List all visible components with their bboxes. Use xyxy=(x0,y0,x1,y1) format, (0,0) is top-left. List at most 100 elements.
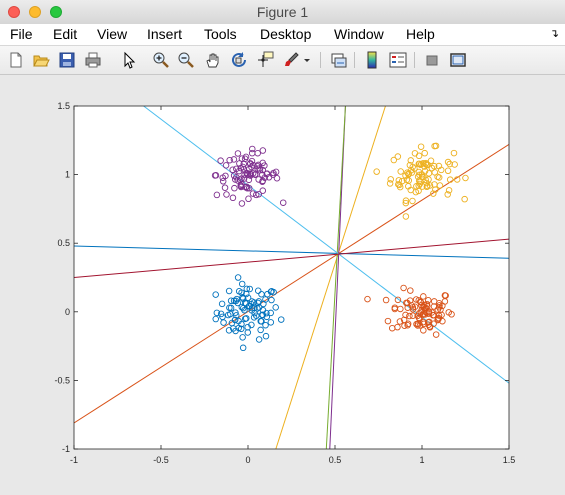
data-point-cluster-1 xyxy=(239,294,246,301)
data-point-cluster-3 xyxy=(405,171,412,178)
data-point-cluster-2 xyxy=(437,306,444,313)
data-point-cluster-2 xyxy=(409,304,417,311)
data-point-cluster-3 xyxy=(397,168,404,175)
data-point-cluster-1 xyxy=(227,297,235,305)
new-figure-icon[interactable] xyxy=(7,51,25,69)
data-point-cluster-4 xyxy=(263,170,271,177)
data-point-cluster-3 xyxy=(395,177,403,184)
separator-line-1 xyxy=(74,245,509,259)
data-point-cluster-4 xyxy=(256,166,264,174)
data-point-cluster-1 xyxy=(238,320,245,328)
figure-canvas: -1 -0.5 0 0.5 1 1.5 -1 -0.5 0 0.5 1 1.5 xyxy=(0,75,565,490)
data-cursor-icon[interactable] xyxy=(256,51,274,69)
data-point-cluster-1 xyxy=(267,319,275,326)
menu-tools[interactable]: Tools xyxy=(204,26,237,42)
data-point-cluster-2 xyxy=(401,322,408,330)
toolbar-separator xyxy=(414,52,415,68)
x-tick-label: 0 xyxy=(245,455,250,465)
data-point-cluster-4 xyxy=(240,175,248,182)
maximize-window-button[interactable] xyxy=(50,6,62,18)
rotate-3d-icon[interactable] xyxy=(230,51,248,69)
insert-legend-icon[interactable] xyxy=(389,51,407,69)
data-point-cluster-2 xyxy=(415,297,422,304)
data-point-cluster-4 xyxy=(211,172,219,179)
data-point-cluster-3 xyxy=(436,182,444,189)
data-point-cluster-4 xyxy=(235,167,243,175)
data-point-cluster-3 xyxy=(434,173,441,180)
data-point-cluster-4 xyxy=(259,187,267,194)
data-point-cluster-3 xyxy=(450,149,458,157)
menu-window[interactable]: Window xyxy=(334,26,384,42)
brush-dropdown-icon[interactable] xyxy=(302,51,312,69)
data-point-cluster-2 xyxy=(419,303,427,310)
data-point-cluster-3 xyxy=(415,152,423,160)
open-file-icon[interactable] xyxy=(32,51,50,69)
pointer-arrow-icon[interactable] xyxy=(120,51,138,69)
data-point-cluster-3 xyxy=(390,156,398,164)
close-window-button[interactable] xyxy=(8,6,20,18)
data-point-cluster-3 xyxy=(406,161,414,169)
data-point-cluster-1 xyxy=(239,344,247,352)
data-point-cluster-3 xyxy=(432,186,439,193)
data-point-cluster-4 xyxy=(245,195,252,203)
data-point-cluster-2 xyxy=(364,295,371,303)
data-point-cluster-2 xyxy=(394,296,402,304)
data-point-cluster-4 xyxy=(229,166,236,174)
data-point-cluster-1 xyxy=(248,298,256,305)
data-point-cluster-3 xyxy=(429,190,437,197)
data-point-cluster-1 xyxy=(239,334,246,341)
data-point-cluster-3 xyxy=(444,167,452,175)
menu-insert[interactable]: Insert xyxy=(147,26,183,42)
show-plot-tools-icon[interactable] xyxy=(449,51,467,69)
minimize-window-button[interactable] xyxy=(29,6,41,18)
menu-file[interactable]: File xyxy=(10,26,33,42)
data-point-cluster-4 xyxy=(229,194,237,202)
data-point-cluster-3 xyxy=(396,181,403,189)
data-point-cluster-4 xyxy=(222,162,230,169)
x-tick-label: 1 xyxy=(419,455,424,465)
data-point-cluster-1 xyxy=(272,304,279,311)
data-point-cluster-1 xyxy=(263,313,271,321)
insert-colorbar-icon[interactable] xyxy=(363,51,381,69)
y-tick-label: -0.5 xyxy=(54,375,70,385)
separator-line-3 xyxy=(275,106,386,449)
print-icon[interactable] xyxy=(84,51,102,69)
data-point-cluster-4 xyxy=(219,178,227,185)
data-point-cluster-4 xyxy=(243,183,250,191)
menu-edit[interactable]: Edit xyxy=(53,26,78,42)
data-point-cluster-1 xyxy=(262,332,270,340)
window-title: Figure 1 xyxy=(256,4,309,20)
data-point-cluster-1 xyxy=(235,288,243,295)
pan-hand-icon[interactable] xyxy=(204,51,222,69)
menu-overflow-icon[interactable]: ↴ xyxy=(549,28,559,40)
data-point-cluster-1 xyxy=(229,325,237,332)
data-point-cluster-1 xyxy=(231,316,239,324)
data-point-cluster-1 xyxy=(233,312,240,319)
data-point-cluster-3 xyxy=(394,153,402,160)
zoom-in-icon[interactable] xyxy=(152,51,170,69)
save-icon[interactable] xyxy=(58,51,76,69)
scatter-plot[interactable]: -1 -0.5 0 0.5 1 1.5 -1 -0.5 0 0.5 1 1.5 xyxy=(0,75,565,490)
data-point-cluster-2 xyxy=(425,296,432,304)
data-point-cluster-4 xyxy=(273,174,281,182)
data-point-cluster-3 xyxy=(445,187,453,194)
zoom-out-icon[interactable] xyxy=(177,51,195,69)
brush-icon[interactable] xyxy=(282,51,300,69)
menu-desktop[interactable]: Desktop xyxy=(260,26,312,42)
data-point-cluster-2 xyxy=(420,327,427,334)
data-point-cluster-4 xyxy=(259,147,267,154)
menu-view[interactable]: View xyxy=(97,26,128,42)
menu-help[interactable]: Help xyxy=(406,26,435,42)
data-point-cluster-1 xyxy=(253,312,260,319)
link-plot-icon[interactable] xyxy=(330,51,348,69)
data-point-cluster-4 xyxy=(217,157,224,164)
data-point-cluster-1 xyxy=(227,310,234,318)
toolbar-separator xyxy=(320,52,321,68)
data-point-cluster-4 xyxy=(238,155,246,162)
data-point-cluster-1 xyxy=(268,287,275,295)
data-point-cluster-1 xyxy=(243,315,250,322)
data-point-cluster-3 xyxy=(444,158,452,166)
data-point-cluster-2 xyxy=(425,309,433,316)
hide-plot-tools-icon[interactable] xyxy=(423,51,441,69)
data-point-cluster-3 xyxy=(407,157,415,164)
